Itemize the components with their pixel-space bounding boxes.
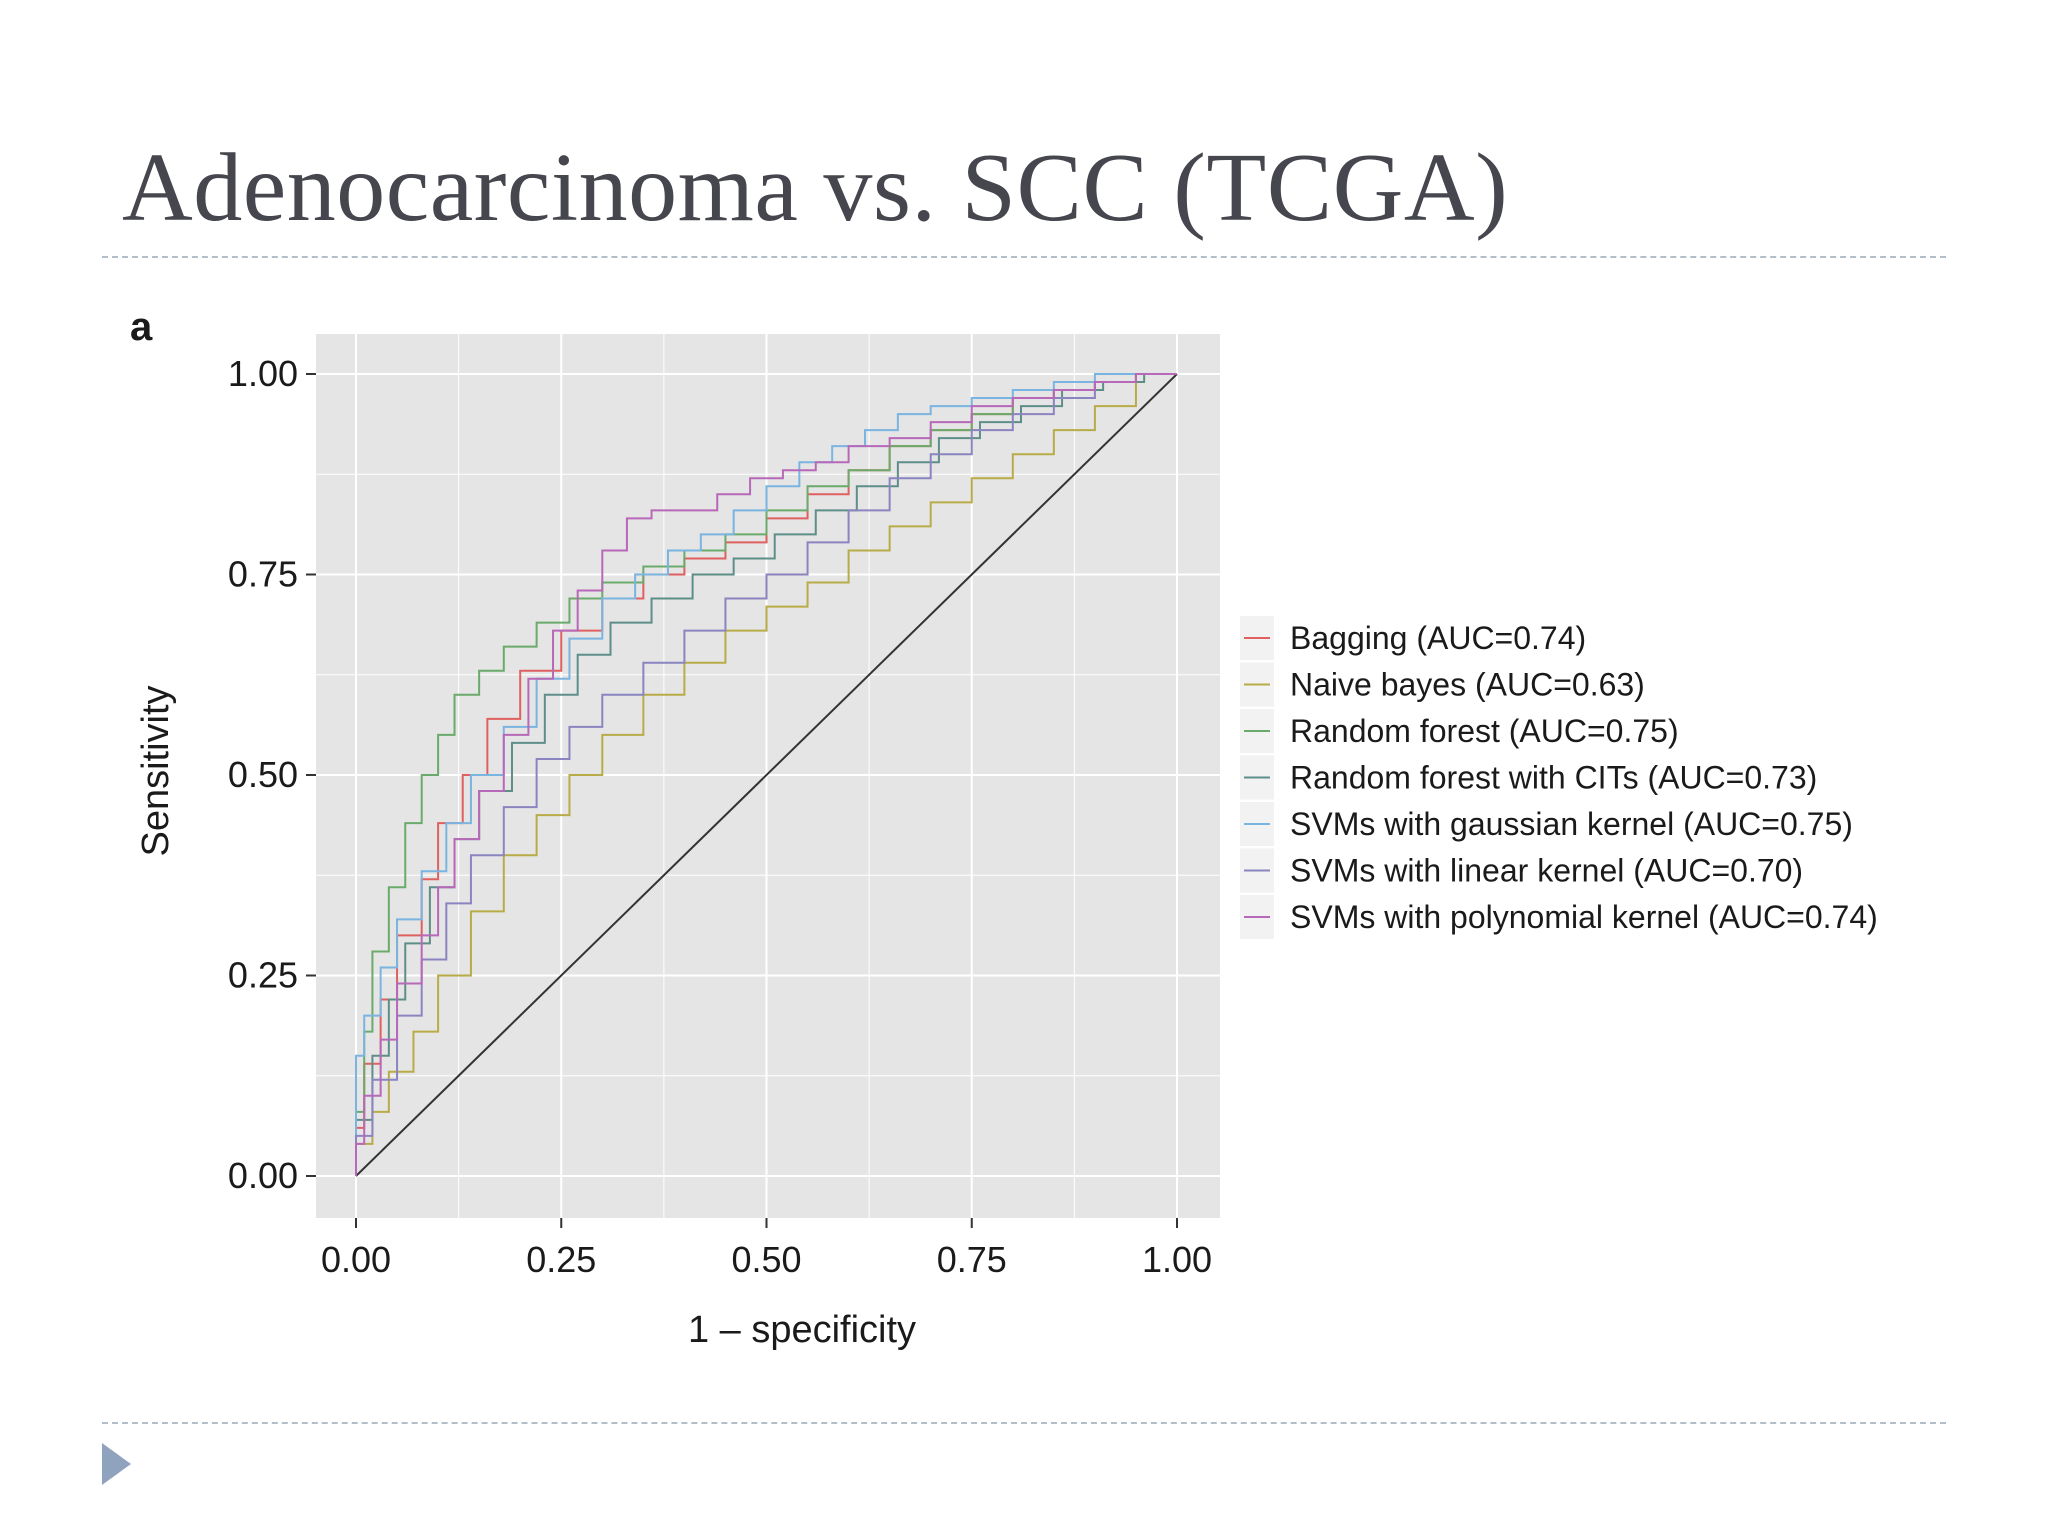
y-tick-label: 0.50 [228, 754, 298, 795]
legend-label: Random forest with CITs (AUC=0.73) [1290, 760, 1817, 796]
y-tick-label: 0.75 [228, 554, 298, 595]
legend: Bagging (AUC=0.74) Naive bayes (AUC=0.63)… [1240, 616, 1878, 939]
legend-label: SVMs with polynomial kernel (AUC=0.74) [1290, 899, 1878, 935]
roc-curve-5 [355, 373, 1177, 1176]
legend-label: Random forest (AUC=0.75) [1290, 713, 1679, 749]
roc-curve-6 [355, 373, 1177, 1176]
x-tick-label: 0.25 [526, 1239, 596, 1280]
roc-curve-4 [355, 373, 1177, 1176]
x-tick-label: 0.50 [731, 1239, 801, 1280]
roc-curve-2 [355, 373, 1177, 1176]
legend-label: SVMs with linear kernel (AUC=0.70) [1290, 853, 1803, 889]
footer-divider [102, 1422, 1946, 1424]
chance-diagonal [355, 373, 1178, 1177]
x-tick-label: 0.00 [321, 1239, 391, 1280]
title-divider [102, 256, 1946, 258]
y-tick-label: 1.00 [228, 353, 298, 394]
axes: 0.00 0.25 0.50 0.75 1.00 0.00 0.25 0.50 0.75 1.00 [228, 353, 1212, 1280]
panel-label: a [130, 305, 153, 349]
x-tick-label: 1.00 [1142, 1239, 1212, 1280]
legend-label: Bagging (AUC=0.74) [1290, 620, 1586, 656]
x-tick-label: 0.75 [937, 1239, 1007, 1280]
y-axis-title: Sensitivity [135, 685, 177, 856]
triangle-right-icon[interactable] [102, 1443, 131, 1485]
y-tick-label: 0.25 [228, 955, 298, 996]
roc-curves [355, 373, 1178, 1177]
slide-title: Adenocarcinoma vs. SCC (TCGA) [122, 134, 1509, 242]
legend-label: Naive bayes (AUC=0.63) [1290, 667, 1645, 703]
grid [316, 334, 1220, 1218]
roc-curve-3 [355, 373, 1177, 1176]
y-tick-label: 0.00 [228, 1155, 298, 1196]
legend-label: SVMs with gaussian kernel (AUC=0.75) [1290, 806, 1853, 842]
x-axis-title: 1 – specificity [688, 1309, 916, 1351]
